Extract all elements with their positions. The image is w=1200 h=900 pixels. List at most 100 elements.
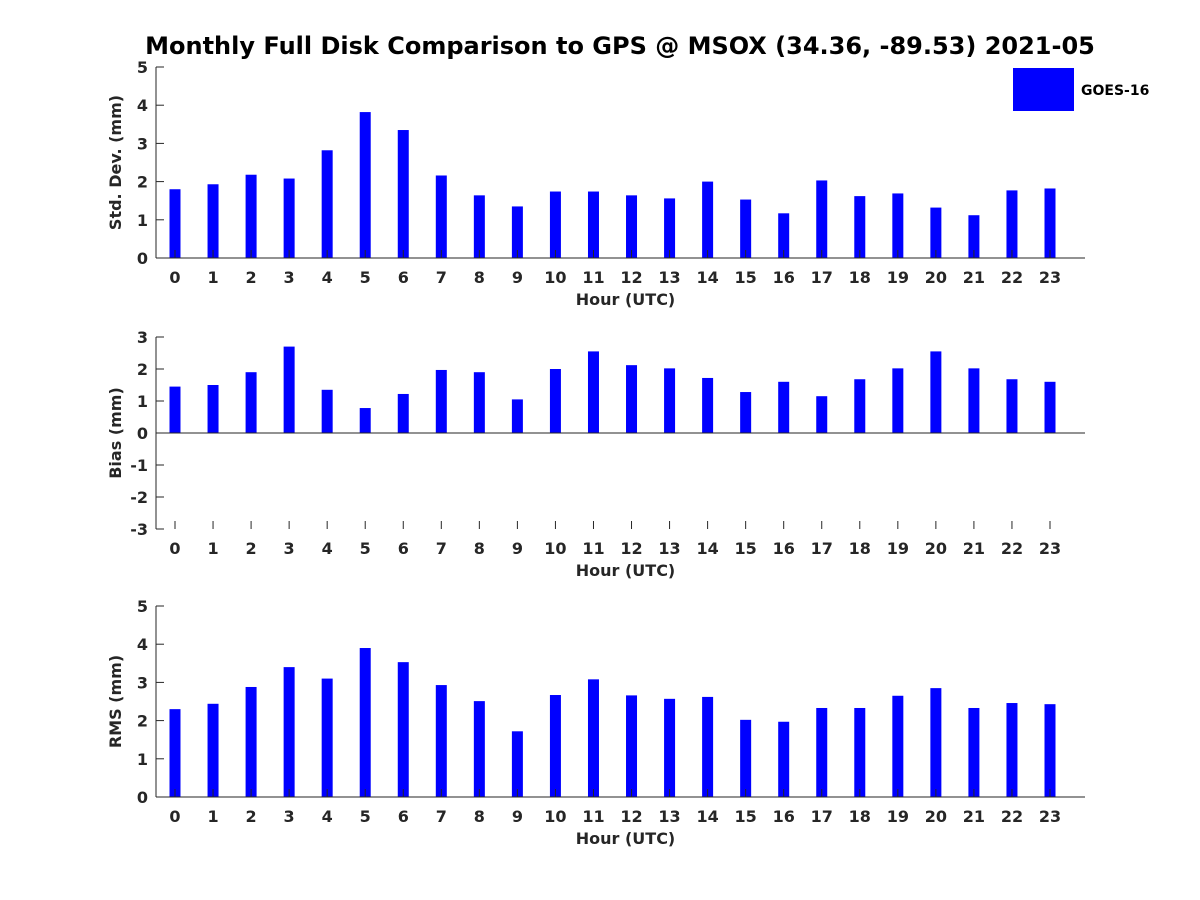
- x-tick-label: 12: [620, 807, 642, 826]
- x-tick-label: 11: [582, 807, 604, 826]
- x-tick-label: 8: [474, 268, 485, 287]
- bar-std-dev-mm-hour-11: [587, 191, 599, 258]
- x-tick-label: 5: [360, 539, 371, 558]
- bar-rms-mm-hour-3: [283, 667, 295, 797]
- x-tick-label: 12: [620, 268, 642, 287]
- x-tick-label: 21: [963, 268, 985, 287]
- x-tick-label: 7: [436, 539, 447, 558]
- x-tick-label: 11: [582, 539, 604, 558]
- bar-rms-mm-hour-16: [778, 721, 790, 797]
- y-tick-label: 3: [137, 328, 148, 347]
- bar-rms-mm-hour-0: [169, 709, 181, 797]
- x-tick-label: 5: [360, 807, 371, 826]
- bar-bias-mm-hour-9: [511, 399, 523, 433]
- bar-rms-mm-hour-10: [549, 695, 561, 797]
- x-tick-label: 2: [246, 539, 257, 558]
- x-tick-label: 22: [1001, 539, 1023, 558]
- x-tick-label: 8: [474, 539, 485, 558]
- x-tick-label: 11: [582, 268, 604, 287]
- x-tick-label: 17: [811, 268, 833, 287]
- bar-bias-mm-hour-1: [207, 385, 219, 433]
- x-tick-label: 19: [887, 539, 909, 558]
- x-tick-label: 5: [360, 268, 371, 287]
- bar-bias-mm-hour-17: [816, 396, 828, 433]
- y-tick-label: 2: [137, 360, 148, 379]
- y-tick-label: 2: [137, 173, 148, 192]
- x-tick-label: 20: [925, 539, 947, 558]
- y-tick-label: 0: [137, 249, 148, 268]
- bar-bias-mm-hour-14: [702, 377, 714, 433]
- x-tick-label: 23: [1039, 539, 1061, 558]
- x-tick-label: 15: [735, 268, 757, 287]
- x-tick-label: 0: [169, 268, 180, 287]
- bar-rms-mm-hour-20: [930, 688, 942, 797]
- x-tick-label: 16: [773, 539, 795, 558]
- bar-bias-mm-hour-6: [397, 393, 409, 433]
- bar-rms-mm-hour-19: [892, 695, 904, 797]
- bar-bias-mm-hour-18: [854, 379, 866, 433]
- x-tick-label: 9: [512, 807, 523, 826]
- bar-rms-mm-hour-1: [207, 703, 219, 797]
- y-tick-label: -1: [130, 456, 148, 475]
- bar-rms-mm-hour-6: [397, 662, 409, 797]
- y-axis-label: Std. Dev. (mm): [106, 95, 125, 230]
- bar-bias-mm-hour-0: [169, 386, 181, 433]
- bar-std-dev-mm-hour-17: [816, 180, 828, 258]
- bar-rms-mm-hour-15: [740, 719, 752, 797]
- bar-rms-mm-hour-22: [1006, 703, 1018, 797]
- x-tick-label: 18: [849, 807, 871, 826]
- bar-std-dev-mm-hour-16: [778, 213, 790, 258]
- bar-bias-mm-hour-21: [968, 368, 980, 433]
- bar-rms-mm-hour-18: [854, 707, 866, 797]
- y-tick-label: 5: [137, 58, 148, 77]
- x-axis-label: Hour (UTC): [576, 290, 676, 309]
- x-tick-label: 1: [207, 807, 218, 826]
- bar-rms-mm-hour-4: [321, 678, 333, 797]
- x-tick-label: 13: [658, 539, 680, 558]
- x-tick-label: 6: [398, 539, 409, 558]
- bar-std-dev-mm-hour-18: [854, 196, 866, 258]
- x-tick-label: 4: [322, 539, 333, 558]
- bar-rms-mm-hour-21: [968, 707, 980, 797]
- bar-rms-mm-hour-17: [816, 707, 828, 797]
- bar-std-dev-mm-hour-23: [1044, 188, 1056, 258]
- x-tick-label: 7: [436, 268, 447, 287]
- bar-rms-mm-hour-12: [626, 695, 638, 797]
- bar-bias-mm-hour-10: [549, 369, 561, 433]
- bar-std-dev-mm-hour-7: [435, 175, 447, 258]
- x-tick-label: 23: [1039, 807, 1061, 826]
- x-tick-label: 14: [696, 807, 718, 826]
- x-tick-label: 17: [811, 807, 833, 826]
- x-tick-label: 16: [773, 268, 795, 287]
- x-tick-label: 16: [773, 807, 795, 826]
- bar-std-dev-mm-hour-1: [207, 184, 219, 258]
- chart-title: Monthly Full Disk Comparison to GPS @ MS…: [145, 32, 1095, 60]
- y-tick-label: 0: [137, 424, 148, 443]
- x-tick-label: 22: [1001, 807, 1023, 826]
- y-axis-label: Bias (mm): [106, 387, 125, 479]
- bar-rms-mm-hour-13: [664, 698, 676, 797]
- y-tick-label: 3: [137, 134, 148, 153]
- x-tick-label: 0: [169, 539, 180, 558]
- bar-bias-mm-hour-16: [778, 381, 790, 433]
- y-tick-label: 1: [137, 392, 148, 411]
- x-tick-label: 1: [207, 268, 218, 287]
- x-tick-label: 13: [658, 268, 680, 287]
- y-tick-label: 2: [137, 712, 148, 731]
- x-tick-label: 14: [696, 268, 718, 287]
- x-tick-label: 20: [925, 268, 947, 287]
- x-tick-label: 18: [849, 539, 871, 558]
- x-tick-label: 19: [887, 807, 909, 826]
- bar-std-dev-mm-hour-9: [511, 206, 523, 258]
- x-tick-label: 20: [925, 807, 947, 826]
- x-tick-label: 10: [544, 539, 566, 558]
- bar-std-dev-mm-hour-6: [397, 130, 409, 258]
- bar-std-dev-mm-hour-2: [245, 174, 257, 258]
- bar-std-dev-mm-hour-3: [283, 178, 295, 258]
- bar-rms-mm-hour-7: [435, 685, 447, 797]
- x-tick-label: 9: [512, 539, 523, 558]
- bar-std-dev-mm-hour-8: [473, 195, 485, 258]
